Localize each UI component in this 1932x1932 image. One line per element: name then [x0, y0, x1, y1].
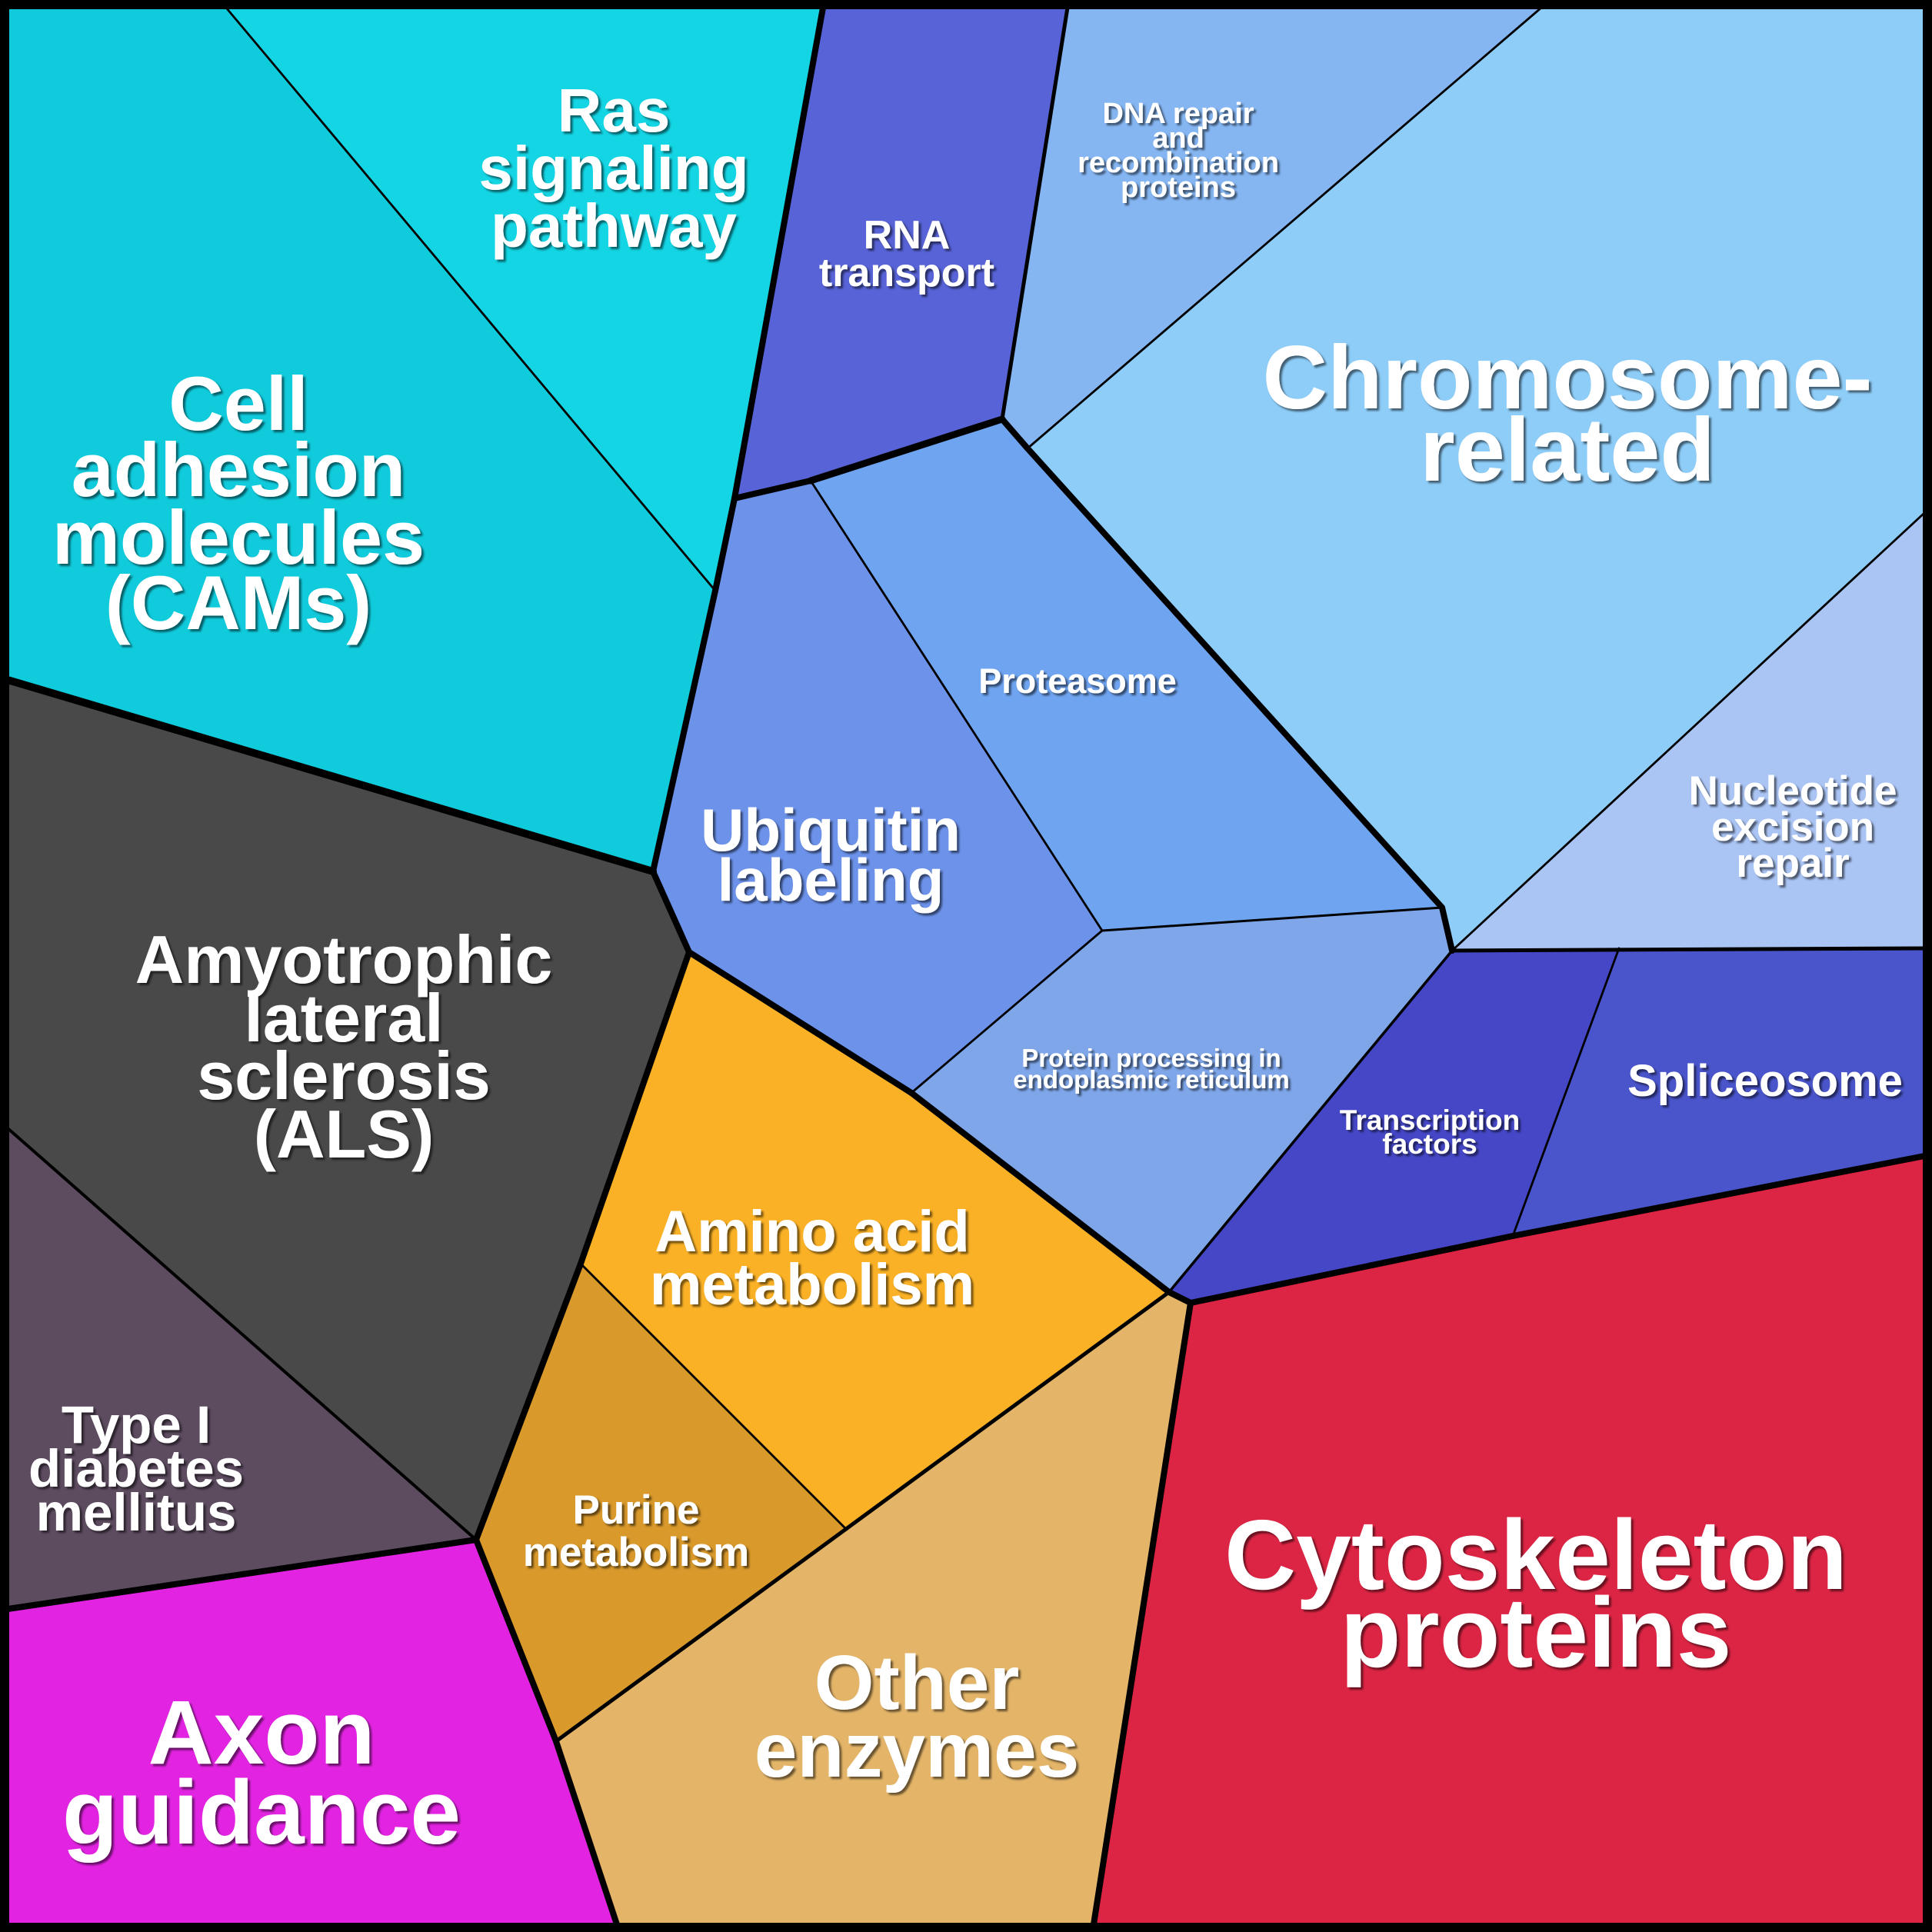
svg-text:guidance: guidance — [62, 1762, 461, 1864]
svg-text:DNA repair: DNA repair — [1102, 98, 1254, 130]
svg-text:Transcription: Transcription — [1340, 1104, 1520, 1136]
svg-text:Axon: Axon — [148, 1682, 375, 1784]
svg-text:molecules: molecules — [52, 495, 425, 580]
svg-text:(CAMs): (CAMs) — [105, 560, 371, 645]
svg-text:lateral: lateral — [244, 980, 443, 1056]
svg-text:factors: factors — [1382, 1128, 1477, 1160]
svg-text:Nucleotide: Nucleotide — [1689, 768, 1897, 814]
svg-text:related: related — [1420, 399, 1715, 500]
svg-text:pathway: pathway — [491, 192, 738, 260]
svg-text:metabolism: metabolism — [650, 1252, 974, 1317]
svg-text:Amino acid: Amino acid — [655, 1199, 970, 1264]
svg-text:diabetes: diabetes — [28, 1439, 244, 1498]
svg-text:adhesion: adhesion — [72, 427, 406, 512]
svg-text:labeling: labeling — [718, 846, 944, 914]
svg-text:Protein processing in: Protein processing in — [1021, 1044, 1281, 1072]
svg-text:Cell: Cell — [168, 361, 308, 446]
svg-text:RNA: RNA — [864, 213, 951, 258]
svg-text:transport: transport — [819, 251, 994, 295]
svg-text:Ubiquitin: Ubiquitin — [701, 796, 961, 864]
svg-text:proteins: proteins — [1341, 1577, 1732, 1688]
svg-text:metabolism: metabolism — [523, 1530, 750, 1575]
svg-text:repair: repair — [1736, 841, 1849, 886]
svg-text:enzymes: enzymes — [754, 1707, 1079, 1794]
svg-text:and: and — [1152, 122, 1204, 155]
svg-text:Spliceosome: Spliceosome — [1627, 1056, 1903, 1106]
svg-text:sclerosis: sclerosis — [197, 1038, 491, 1114]
svg-text:excision: excision — [1711, 804, 1874, 850]
svg-text:Amyotrophic: Amyotrophic — [135, 921, 553, 998]
svg-text:Cytoskeleton: Cytoskeleton — [1224, 1500, 1847, 1611]
svg-text:mellitus: mellitus — [36, 1483, 237, 1542]
svg-text:Chromosome-: Chromosome- — [1262, 327, 1872, 428]
svg-text:recombination: recombination — [1078, 147, 1279, 179]
svg-text:Proteasome: Proteasome — [978, 661, 1177, 701]
svg-text:endoplasmic reticulum: endoplasmic reticulum — [1013, 1065, 1289, 1094]
svg-text:Type I: Type I — [62, 1395, 211, 1454]
svg-text:signaling: signaling — [478, 134, 748, 202]
svg-text:Other: Other — [814, 1640, 1020, 1726]
svg-text:proteins: proteins — [1121, 172, 1236, 204]
svg-text:Purine: Purine — [573, 1487, 700, 1533]
svg-text:(ALS): (ALS) — [254, 1096, 435, 1172]
svg-text:Ras: Ras — [558, 76, 671, 145]
